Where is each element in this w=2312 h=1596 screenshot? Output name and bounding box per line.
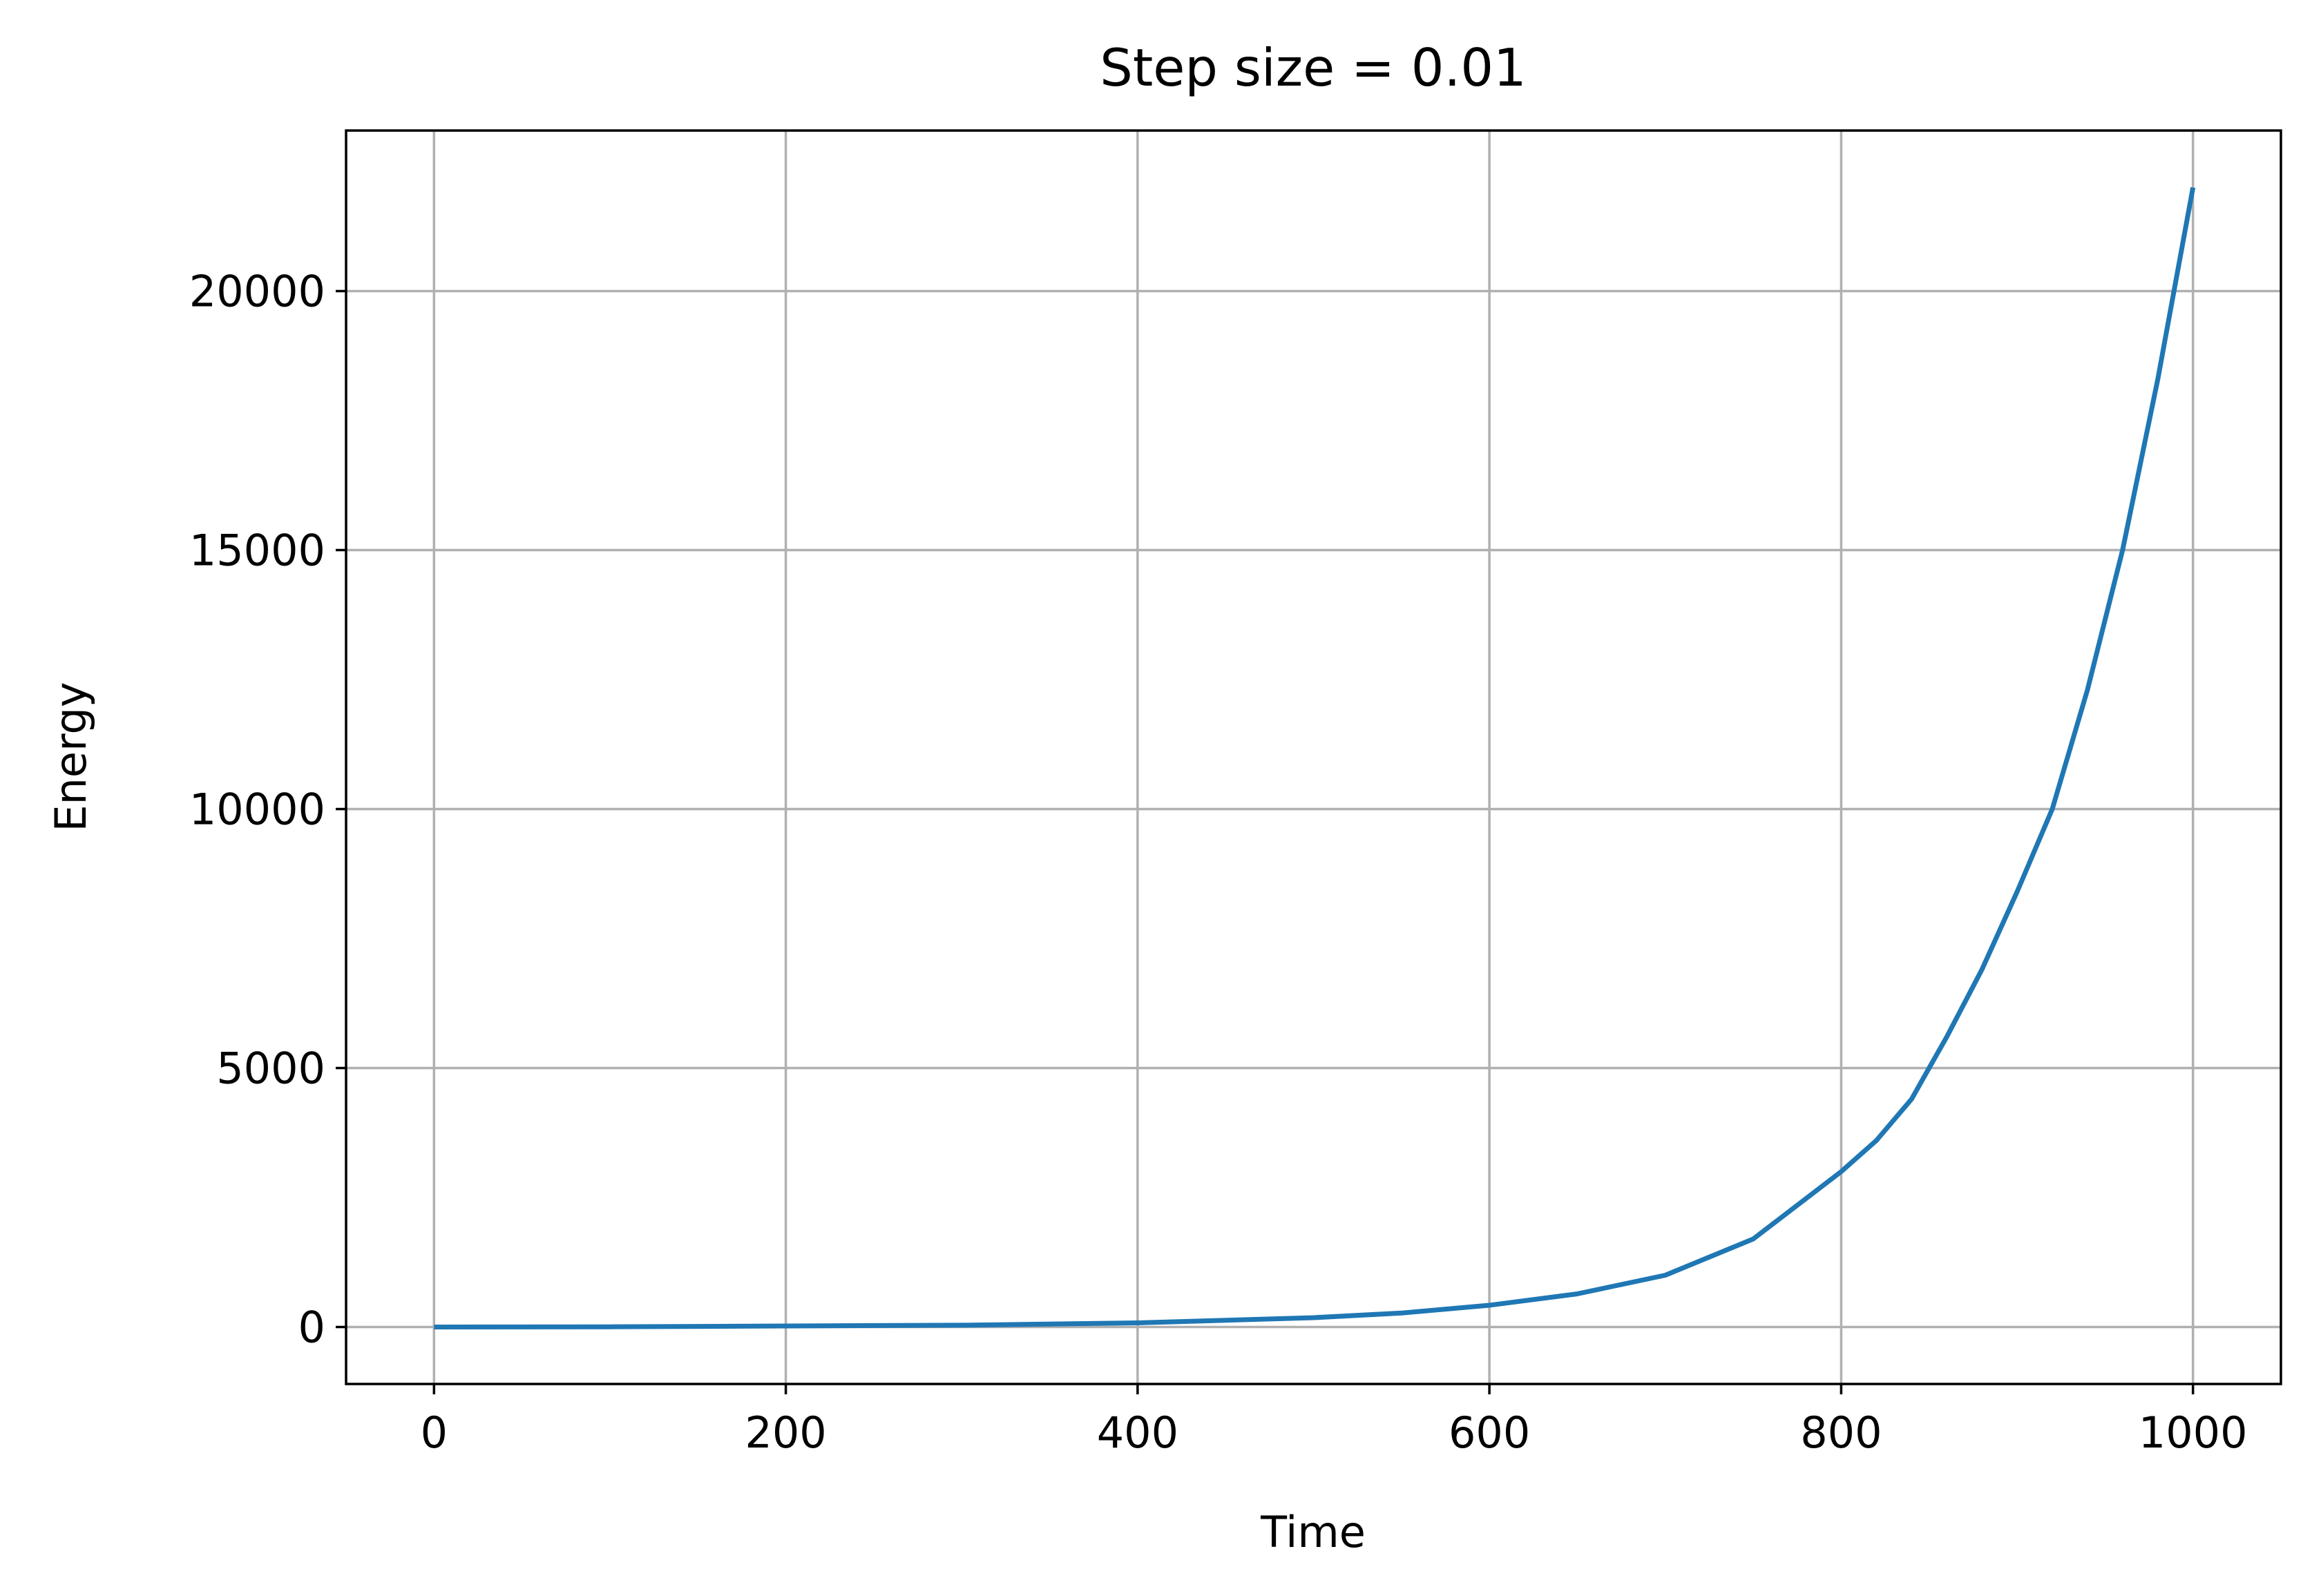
x-tick-label: 400 [1097, 1407, 1178, 1458]
x-tick-label: 800 [1800, 1407, 1882, 1458]
y-tick-label: 15000 [189, 526, 325, 576]
y-tick-label: 5000 [216, 1044, 325, 1094]
grid [346, 131, 2281, 1384]
x-axis-label: Time [1260, 1507, 1366, 1557]
x-tick-label: 200 [745, 1407, 826, 1458]
series-line [434, 186, 2196, 1329]
x-tick-label: 0 [421, 1407, 448, 1458]
x-tick-label: 600 [1449, 1407, 1530, 1458]
x-axis: 0 200 400 600 800 1000 [421, 1384, 2248, 1458]
y-tick-label: 20000 [189, 267, 325, 317]
y-axis: 0 5000 10000 15000 20000 [189, 267, 346, 1353]
y-tick-label: 10000 [189, 785, 325, 835]
chart-title: Step size = 0.01 [1100, 37, 1527, 98]
y-axis-label: Energy [46, 682, 96, 831]
x-tick-label: 1000 [2139, 1407, 2248, 1458]
series-layer [434, 186, 2196, 1329]
y-tick-label: 0 [298, 1302, 325, 1353]
plot-frame [345, 129, 2282, 1385]
